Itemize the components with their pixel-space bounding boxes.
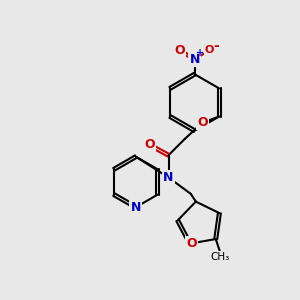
Text: N: N: [130, 201, 141, 214]
Text: N: N: [189, 53, 200, 66]
Text: N: N: [163, 171, 174, 184]
Text: -: -: [213, 39, 219, 53]
Text: +: +: [196, 48, 204, 58]
Text: O: O: [174, 44, 185, 57]
Text: O: O: [205, 45, 214, 56]
Text: CH₃: CH₃: [211, 252, 230, 262]
Text: O: O: [144, 138, 154, 151]
Text: O: O: [186, 237, 197, 250]
Text: O: O: [197, 116, 208, 129]
